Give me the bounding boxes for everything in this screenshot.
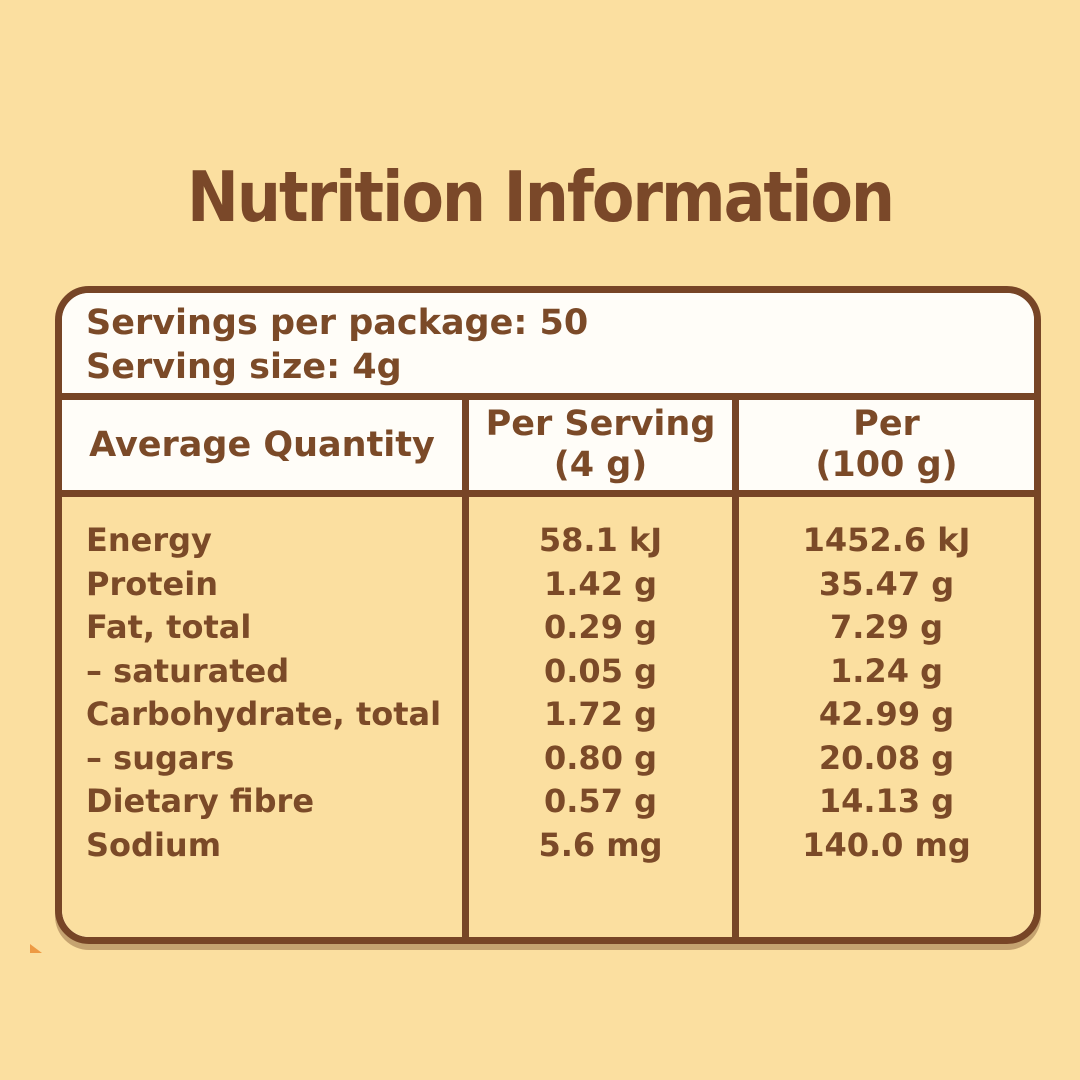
serving-size: Serving size: 4g [86, 347, 402, 387]
row-per-100g-value: 1452.6 kJ [802, 521, 971, 559]
row-label: Carbohydrate, total [86, 695, 442, 733]
header-per-100g: Per (100 g) [732, 400, 1034, 490]
row-per-serving-value: 0.05 g [544, 651, 657, 690]
row-per-serving-value: 0.29 g [544, 608, 657, 646]
row-label: Energy [86, 521, 212, 559]
row-per-serving-value: 58.1 kJ [538, 521, 663, 559]
table-body: Energy Protein Fat, total – saturated Carboh… [62, 497, 1034, 937]
row-per-100g-value: 20.08 g [818, 738, 955, 777]
row-label: – saturated [86, 651, 290, 690]
decorative-triangle [30, 944, 42, 953]
page-title: Nutrition Information [186, 156, 895, 238]
servings-per-package: Servings per package: 50 [86, 303, 589, 343]
table-header-row: Average Quantity Per Serving (4 g) Per (… [62, 400, 1034, 497]
row-per-serving-value: 0.80 g [544, 738, 657, 777]
row-label: Sodium [86, 825, 222, 864]
column-per-100g-values: 1452.6 kJ 35.47 g 7.29 g 1.24 g 42.99 g 20.08… [732, 497, 1034, 937]
header-average-quantity: Average Quantity [89, 424, 435, 465]
row-label: – sugars [86, 738, 235, 777]
row-per-100g-value: 35.47 g [818, 564, 955, 603]
column-per-serving-values: 58.1 kJ 1.42 g 0.29 g 0.05 g 1.72 g 0.80 g 0.5… [462, 497, 732, 937]
row-per-100g-value: 14.13 g [818, 782, 955, 820]
row-per-serving-value: 1.42 g [544, 564, 657, 603]
row-per-100g-value: 1.24 g [830, 651, 943, 690]
row-per-100g-value: 42.99 g [818, 695, 955, 733]
row-per-100g-value: 140.0 mg [802, 825, 971, 864]
row-label: Fat, total [86, 608, 252, 646]
row-per-serving-value: 1.72 g [544, 695, 657, 733]
row-per-serving-value: 5.6 mg [538, 825, 663, 864]
servings-block: Servings per package: 50 Serving size: 4… [62, 293, 1034, 400]
row-per-100g-value: 7.29 g [830, 608, 943, 646]
row-label: Dietary fibre [86, 782, 315, 820]
row-per-serving-value: 0.57 g [544, 782, 657, 820]
column-nutrient-labels: Energy Protein Fat, total – saturated Carboh… [62, 497, 462, 937]
nutrition-table: Servings per package: 50 Serving size: 4… [55, 286, 1041, 944]
row-label: Protein [86, 564, 218, 603]
header-per-serving: Per Serving (4 g) [462, 400, 732, 490]
